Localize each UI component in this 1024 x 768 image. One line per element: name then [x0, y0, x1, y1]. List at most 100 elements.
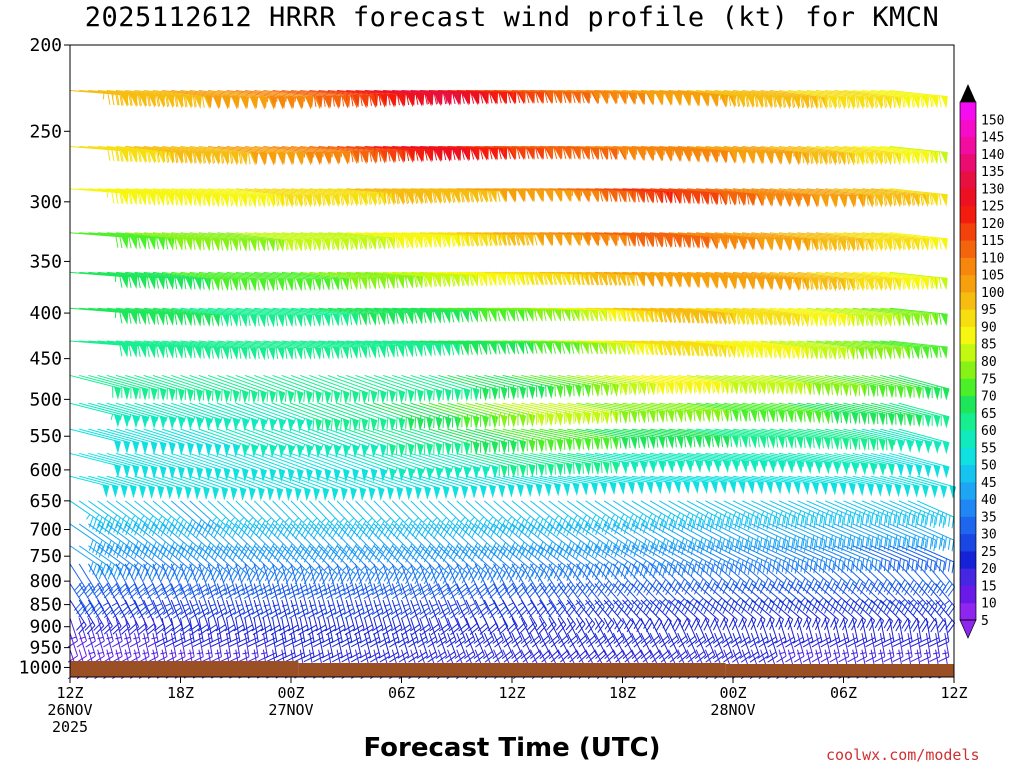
wind-barb-flag: [156, 237, 159, 250]
wind-barb-flag: [938, 313, 942, 325]
wind-barb-flag: [137, 312, 141, 325]
wind-barb-flag: [415, 93, 419, 105]
wind-barb-half-flag: [235, 193, 238, 200]
wind-barb-flag: [358, 313, 362, 325]
wind-barb-shaft: [88, 188, 147, 195]
wind-barb: [244, 374, 295, 405]
wind-barb-pennant: [186, 388, 194, 403]
wind-barb: [392, 374, 443, 403]
wind-barb-flag: [146, 345, 150, 358]
wind-barb-half-flag: [745, 237, 748, 244]
wind-barb-pennant: [260, 95, 268, 109]
wind-barb-half-flag: [169, 277, 172, 284]
wind-barb-shaft: [189, 145, 248, 155]
wind-barb-half-flag: [167, 150, 169, 157]
wind-barb-flag: [202, 152, 205, 164]
wind-barb-pennant: [602, 437, 610, 451]
wind-barb-pennant: [370, 390, 378, 405]
wind-barb-pennant: [472, 415, 480, 430]
wind-barb-flag: [124, 192, 128, 204]
wind-barb-shaft: [852, 145, 911, 154]
wind-barb-shaft: [134, 145, 193, 154]
wind-barb-flag: [303, 278, 306, 290]
wind-barb-flag: [535, 147, 539, 159]
wind-barb-flag: [248, 389, 251, 402]
wind-barb-flag: [248, 195, 251, 207]
wind-barb-pennant: [132, 440, 140, 455]
wind-barb-flag: [543, 342, 547, 354]
wind-barb-flag: [720, 409, 724, 422]
wind-barb-pennant: [185, 346, 193, 360]
wind-barb-pennant: [132, 464, 140, 479]
wind-barb-flag: [257, 314, 260, 327]
wind-barb-shaft: [834, 90, 892, 99]
wind-barb-flag: [284, 195, 288, 207]
wind-barb-pennant: [269, 417, 277, 433]
wind-barb-pennant: [740, 435, 749, 449]
wind-barb-pennant: [122, 386, 131, 401]
wind-barb-half-flag: [381, 312, 384, 319]
wind-barb-pennant: [426, 388, 434, 403]
wind-barb-flag: [220, 347, 224, 359]
wind-barb-flag: [321, 346, 325, 359]
wind-barb-flag: [803, 410, 806, 423]
wind-barb-pennant: [683, 93, 692, 107]
wind-barb-flag: [129, 94, 133, 106]
wind-barb-half-flag: [197, 313, 200, 320]
wind-barb-flag: [833, 96, 836, 108]
wind-barb-flag: [244, 194, 247, 206]
wind-barb-flag: [406, 149, 410, 161]
wind-barb-pennant: [805, 410, 813, 424]
wind-barb-flag: [432, 311, 436, 323]
wind-barb-pennant: [509, 414, 517, 428]
wind-barb-flag: [183, 151, 187, 164]
wind-barb-pennant: [232, 389, 240, 404]
wind-barb-half-flag: [820, 150, 823, 157]
wind-barb-flag: [402, 149, 406, 161]
wind-barb-pennant: [398, 389, 406, 404]
wind-barb-shaft: [189, 188, 248, 197]
wind-barb-flag: [739, 409, 742, 422]
wind-barb-flag: [133, 150, 137, 162]
wind-barb-half-flag: [188, 313, 190, 320]
wind-barb-flag: [872, 383, 875, 396]
wind-barb-flag: [111, 149, 115, 162]
wind-barb-flag: [785, 410, 788, 422]
wind-barb-flag: [220, 314, 224, 326]
wind-barb-shaft: [88, 90, 147, 97]
wind-barb-half-flag: [701, 311, 703, 318]
wind-barb-flag: [838, 95, 842, 108]
wind-barb-flag: [754, 95, 758, 108]
wind-barb-flag: [452, 148, 456, 160]
wind-barb-flag: [637, 436, 640, 448]
wind-barb-flag: [803, 436, 806, 448]
wind-barb-pennant: [693, 93, 701, 107]
wind-barb-half-flag: [802, 150, 805, 157]
wind-barb-flag: [929, 313, 933, 326]
wind-barb-flag: [729, 409, 733, 422]
wind-barb-half-flag: [116, 191, 118, 198]
wind-barb-pennant: [766, 150, 775, 165]
wind-barb-flag: [266, 195, 269, 207]
wind-barb-flag: [175, 193, 179, 205]
wind-barb-half-flag: [364, 94, 367, 101]
wind-barb-flag: [174, 277, 178, 290]
wind-barb-flag: [506, 309, 510, 322]
wind-barb-flag: [429, 92, 434, 105]
wind-barb-pennant: [940, 151, 948, 165]
wind-barb: [272, 428, 323, 459]
wind-barb-flag: [434, 92, 439, 104]
wind-barb-pennant: [683, 149, 692, 163]
wind-barb-pennant: [223, 417, 231, 432]
wind-barb-pennant: [194, 346, 202, 360]
wind-barb-flag: [875, 95, 879, 108]
wind-barb-flag: [341, 95, 345, 107]
wind-barb-flag: [498, 147, 502, 160]
wind-barb-half-flag: [142, 276, 144, 283]
wind-barb-flag: [553, 91, 558, 104]
wind-barb-flag: [414, 311, 418, 324]
wind-barb-flag: [797, 95, 801, 107]
wind-barb: [263, 374, 313, 405]
wind-barb-flag: [785, 382, 788, 394]
wind-barb-flag: [383, 93, 387, 106]
